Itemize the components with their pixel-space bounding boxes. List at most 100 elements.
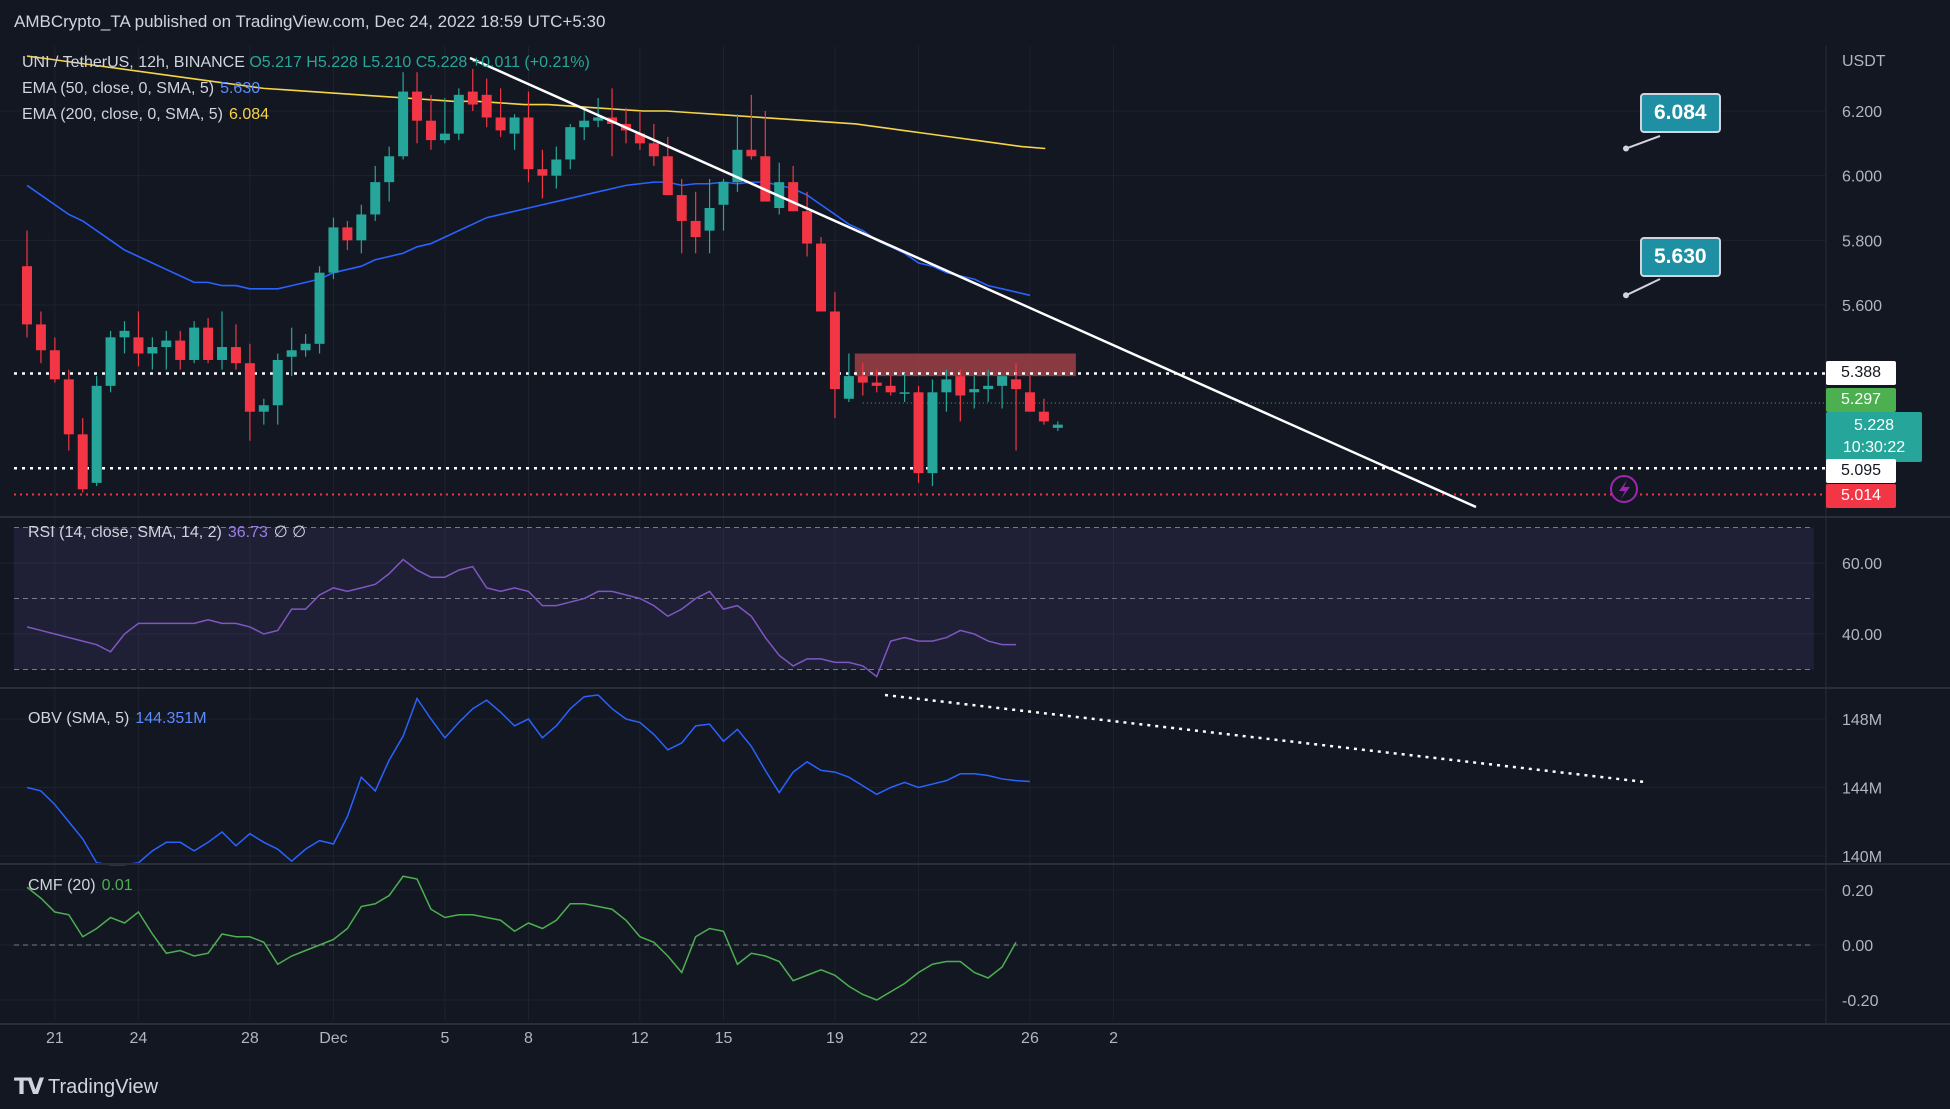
cmf-legend: CMF (20) 0.01 bbox=[28, 877, 133, 895]
y-tick-label: 5.600 bbox=[1842, 298, 1882, 315]
rsi-band bbox=[14, 527, 1814, 670]
candle-body bbox=[760, 156, 771, 202]
candle-body bbox=[217, 347, 228, 360]
candle-body bbox=[579, 120, 590, 128]
candle-body bbox=[133, 337, 144, 354]
resistance-zone bbox=[854, 353, 1076, 377]
candle-body bbox=[203, 327, 214, 360]
candle-body bbox=[286, 350, 297, 357]
y-tick-label: 60.00 bbox=[1842, 556, 1882, 573]
ema50-path bbox=[26, 181, 1031, 297]
candle-body bbox=[77, 434, 88, 490]
candle-body bbox=[593, 117, 604, 121]
candle-body bbox=[314, 272, 325, 344]
candle-body bbox=[356, 214, 367, 241]
candle-body bbox=[634, 133, 645, 144]
candle-body bbox=[161, 340, 172, 348]
candles bbox=[22, 68, 1063, 493]
candle-body bbox=[175, 340, 186, 360]
obv-legend-label: OBV (SMA, 5) bbox=[28, 710, 130, 727]
candle-body bbox=[704, 208, 715, 231]
ema50-legend-label: EMA (50, close, 0, SMA, 5) bbox=[22, 80, 215, 97]
candle-body bbox=[746, 149, 757, 157]
y-tick-label: -0.20 bbox=[1842, 993, 1879, 1010]
candle-body bbox=[481, 94, 492, 118]
bar-countdown: 10:30:22 bbox=[1842, 439, 1906, 456]
x-tick-label: 5 bbox=[440, 1030, 449, 1047]
rsi-legend-label: RSI (14, close, SMA, 14, 2) bbox=[28, 524, 222, 541]
x-tick-label: 28 bbox=[241, 1030, 259, 1047]
x-tick-label: 15 bbox=[715, 1030, 733, 1047]
candle-body bbox=[35, 324, 46, 351]
unit-label: USDT bbox=[1842, 53, 1886, 70]
candle-body bbox=[147, 347, 158, 354]
rsi-line bbox=[26, 558, 1017, 678]
tradingview-brand[interactable]: 𝗧𝗩 TradingView bbox=[14, 1074, 158, 1100]
y-tick-label: 144M bbox=[1842, 781, 1882, 798]
chart-canvas[interactable]: 21 24 28 Dec 5 8 12 15 19 22 26 2 6.200 6.000 5.800 5.6… bbox=[0, 46, 1950, 1066]
candle-body bbox=[384, 156, 395, 183]
y-tick-label: 0.20 bbox=[1842, 883, 1873, 900]
candle-body bbox=[467, 91, 478, 105]
candle-body bbox=[997, 376, 1008, 386]
candle-body bbox=[537, 169, 548, 176]
ema200-line bbox=[26, 55, 1046, 150]
obv-line bbox=[26, 694, 1031, 866]
candle-body bbox=[802, 211, 813, 244]
candle-body bbox=[439, 133, 450, 141]
candle-body bbox=[732, 149, 743, 183]
rsi-legend-extra: ∅ ∅ bbox=[273, 524, 307, 541]
candle-body bbox=[523, 117, 534, 170]
candle-body bbox=[342, 227, 353, 241]
candle-body bbox=[1038, 411, 1049, 422]
ohlc-close: C5.228 bbox=[415, 54, 468, 71]
x-tick-label: 26 bbox=[1021, 1030, 1039, 1047]
obv-legend: OBV (SMA, 5) 144.351M bbox=[28, 710, 207, 728]
y-tick-label: 0.00 bbox=[1842, 938, 1873, 955]
candle-body bbox=[857, 376, 868, 383]
x-tick-label: 19 bbox=[826, 1030, 844, 1047]
candle-body bbox=[983, 385, 994, 390]
main-legend: UNI / TetherUS, 12h, BINANCE O5.217 H5.2… bbox=[22, 54, 590, 72]
current-price-value: 5.228 bbox=[1853, 417, 1895, 434]
candle-body bbox=[63, 379, 74, 435]
candle-body bbox=[676, 195, 687, 221]
y-tick-label: 40.00 bbox=[1842, 627, 1882, 644]
candle-body bbox=[509, 117, 520, 134]
obv-legend-value: 144.351M bbox=[135, 710, 207, 727]
candle-body bbox=[690, 220, 701, 238]
publisher-line: AMBCrypto_TA published on TradingView.co… bbox=[14, 12, 606, 31]
candle-body bbox=[913, 392, 924, 474]
candle-body bbox=[22, 266, 32, 325]
x-tick-label: Dec bbox=[319, 1030, 347, 1047]
current-price-label: 5.228 10:30:22 bbox=[1826, 412, 1922, 462]
candle-body bbox=[816, 243, 827, 312]
candle-body bbox=[230, 347, 241, 364]
candle-body bbox=[453, 94, 464, 134]
candle-body bbox=[244, 363, 255, 412]
resistance-zone-rect bbox=[854, 353, 1076, 377]
x-tick-label: 22 bbox=[910, 1030, 928, 1047]
candle-body bbox=[105, 337, 116, 386]
ema50-callout-dot bbox=[1623, 292, 1629, 299]
candle-body bbox=[370, 182, 381, 215]
rsi-legend: RSI (14, close, SMA, 14, 2) 36.73 ∅ ∅ bbox=[28, 522, 306, 542]
candle-body bbox=[648, 143, 659, 157]
ohlc-low: L5.210 bbox=[362, 54, 412, 71]
ema200-legend-value: 6.084 bbox=[228, 106, 270, 123]
candle-body bbox=[272, 359, 283, 406]
pane-separators bbox=[0, 46, 1950, 1025]
ohlc-open: O5.217 bbox=[249, 54, 302, 71]
ema200-callout-dot bbox=[1623, 145, 1629, 152]
footer-bar: 𝗧𝗩 TradingView bbox=[0, 1066, 1950, 1109]
candle-body bbox=[328, 227, 339, 273]
candle-body bbox=[885, 385, 896, 393]
candle-body bbox=[1011, 379, 1022, 390]
candle-body bbox=[927, 392, 938, 474]
candle-body bbox=[258, 405, 269, 412]
ohlc-high: H5.228 bbox=[306, 54, 358, 71]
symbol-title: UNI / TetherUS, 12h, BINANCE bbox=[22, 54, 245, 71]
candle-body bbox=[551, 159, 562, 176]
y-tick-label: 6.200 bbox=[1842, 104, 1882, 121]
candle-body bbox=[955, 376, 966, 396]
